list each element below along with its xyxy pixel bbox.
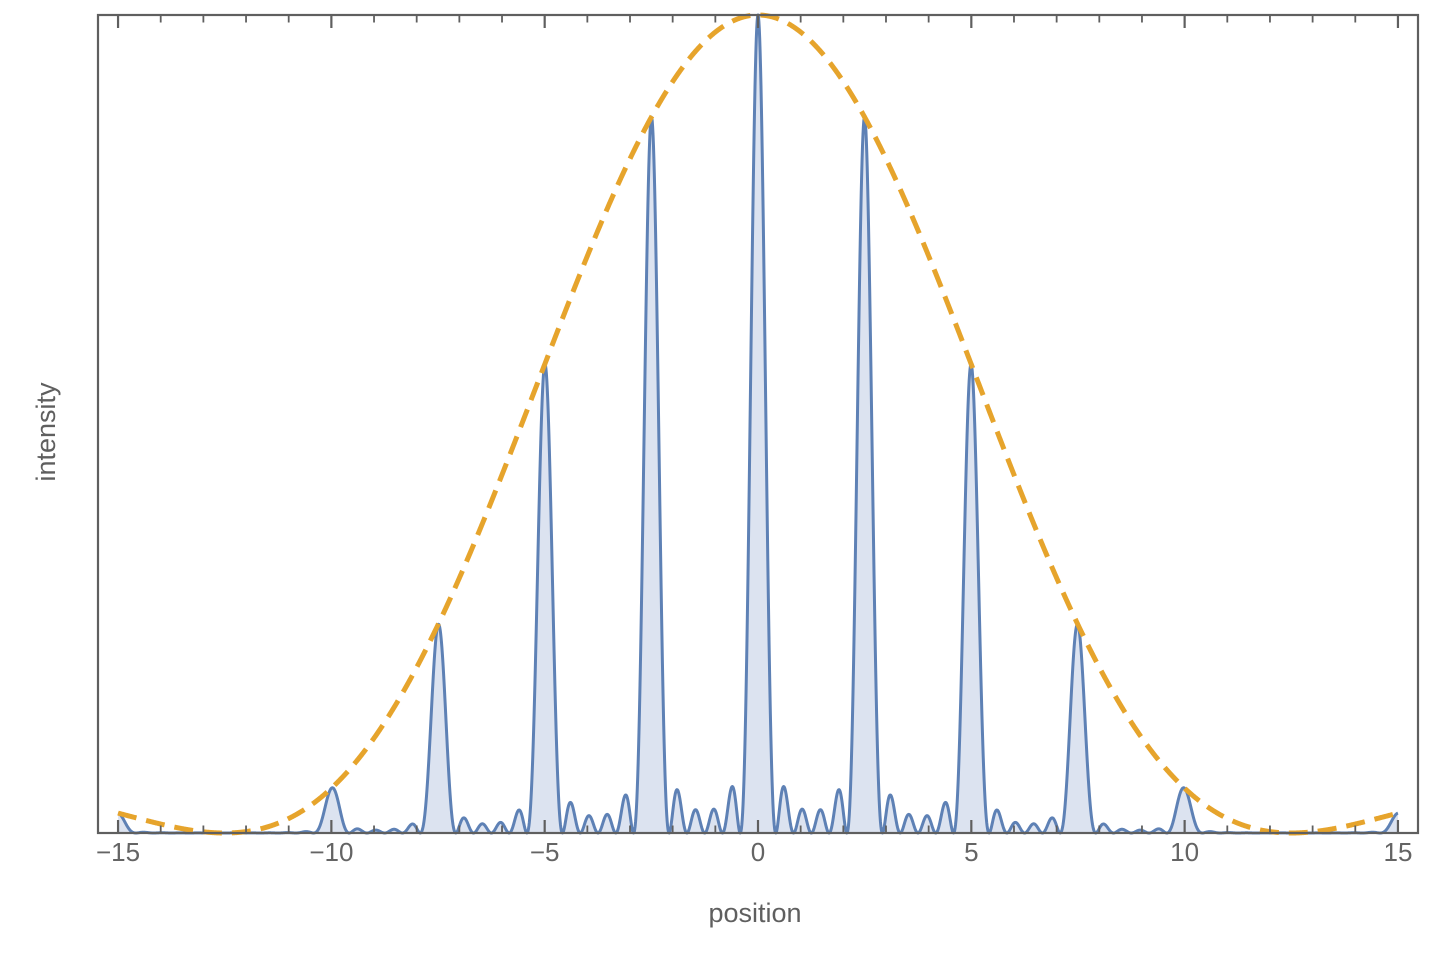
fill-layer: [118, 15, 1398, 833]
x-tick-label: 0: [751, 837, 765, 867]
x-tick-label: 15: [1383, 837, 1412, 867]
x-tick-labels: −15 −10 −5 0 5 10 15: [96, 837, 1412, 867]
multi-slit-interference-intensity-fill: [118, 15, 1398, 833]
x-tick-label: −15: [96, 837, 140, 867]
x-tick-label: 5: [964, 837, 978, 867]
x-tick-label: −5: [530, 837, 560, 867]
x-tick-label: −10: [309, 837, 353, 867]
plot-frame: [96, 13, 1420, 835]
x-tick-label: 10: [1170, 837, 1199, 867]
x-axis-label: position: [708, 898, 802, 928]
x-axis-ticks: [116, 15, 1400, 833]
y-axis-label: intensity: [31, 382, 61, 482]
